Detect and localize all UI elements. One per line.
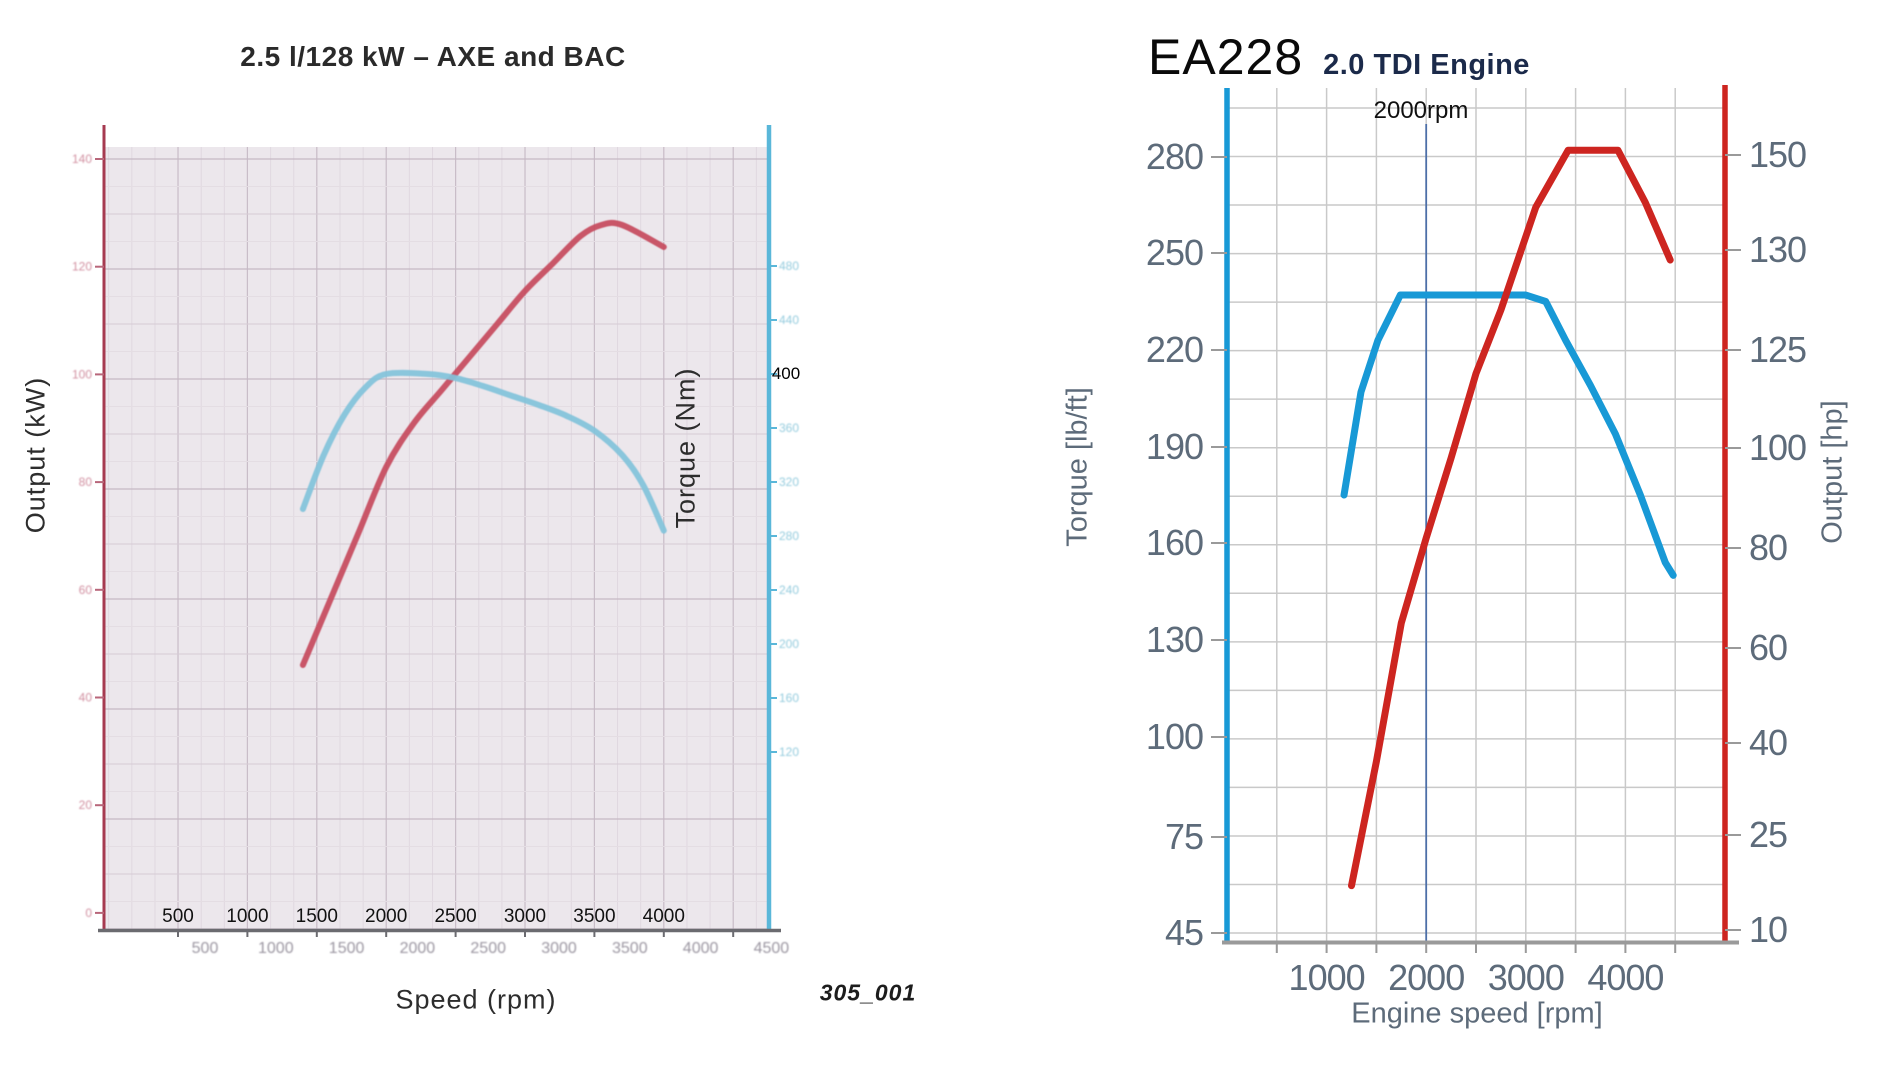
figure-code: 305_001	[819, 979, 917, 1006]
right-curve-torque	[1340, 291, 1677, 579]
right-curves	[1340, 146, 1677, 890]
right-tick-labels: 280 250 220 190 160 130 100 75 45 150 130 125 100 80 6…	[1146, 134, 1807, 998]
svg-text:40: 40	[1749, 722, 1787, 763]
right-chart-canvas: 280 250 220 190 160 130 100 75 45 150 130 125 100 80 6…	[1146, 85, 1807, 998]
svg-text:4000: 4000	[683, 940, 719, 957]
svg-text:3000: 3000	[541, 940, 577, 957]
left-x-axis-label-speed-rpm: Speed (rpm)	[395, 984, 557, 1015]
right-chart-title-main: EA228	[1148, 29, 1304, 85]
left-curves	[299, 219, 667, 668]
svg-text:4000: 4000	[1587, 957, 1663, 998]
svg-text:125: 125	[1749, 329, 1806, 370]
right-y-axis-label-torque-lbft: Torque [lb/ft]	[1061, 387, 1094, 547]
right-y-axis-label-output-hp: Output [hp]	[1816, 400, 1849, 544]
svg-text:3000: 3000	[1488, 957, 1564, 998]
right-axes	[1222, 85, 1739, 945]
svg-text:4000: 4000	[643, 906, 685, 927]
left-chart-figure: 1401201008060402004804403603202802402001…	[72, 125, 799, 957]
right-chart-figure: 280 250 220 190 160 130 100 75 45 150 130 125 100 80 6…	[1146, 85, 1807, 998]
svg-text:500: 500	[192, 940, 219, 957]
svg-text:120: 120	[72, 260, 92, 274]
svg-text:45: 45	[1165, 912, 1203, 953]
svg-text:130: 130	[1749, 229, 1806, 270]
left-chart-canvas: 1401201008060402004804403603202802402001…	[72, 125, 799, 957]
svg-text:2000: 2000	[400, 940, 436, 957]
svg-text:100: 100	[72, 367, 92, 381]
left-axes	[98, 125, 781, 933]
rpm-2000-annotation: 2000rpm	[1373, 97, 1469, 124]
left-nm-tick-labels: 480 440 360 320 280 240 200 160 120	[769, 259, 799, 759]
svg-text:1000: 1000	[1289, 957, 1365, 998]
svg-text:140: 140	[72, 152, 92, 166]
svg-text:130: 130	[1146, 619, 1203, 660]
left-grid	[103, 147, 769, 930]
svg-text:10: 10	[1749, 909, 1787, 950]
svg-text:480: 480	[779, 259, 799, 273]
svg-text:0: 0	[85, 906, 92, 920]
svg-text:150: 150	[1749, 134, 1806, 175]
svg-text:440: 440	[779, 313, 799, 327]
right-chart-title: EA228 2.0 TDI Engine	[1148, 28, 1530, 86]
svg-text:2000: 2000	[1388, 957, 1464, 998]
svg-text:20: 20	[79, 798, 93, 812]
svg-text:100: 100	[1749, 427, 1806, 468]
svg-text:1000: 1000	[258, 940, 294, 957]
svg-text:220: 220	[1146, 329, 1203, 370]
svg-text:80: 80	[1749, 527, 1787, 568]
left-chart-title: 2.5 l/128 kW – AXE and BAC	[240, 41, 626, 72]
svg-text:190: 190	[1146, 426, 1203, 467]
svg-text:2500: 2500	[434, 906, 476, 927]
right-curve-output-power	[1348, 146, 1674, 890]
svg-text:60: 60	[79, 583, 93, 597]
svg-text:1500: 1500	[296, 906, 338, 927]
svg-text:160: 160	[779, 691, 799, 705]
left-curve-output-power	[299, 219, 667, 668]
svg-text:75: 75	[1165, 816, 1203, 857]
svg-text:240: 240	[779, 583, 799, 597]
right-chart-title-sub: 2.0 TDI Engine	[1323, 49, 1530, 81]
left-y-axis-label-output-kw: Output (kW)	[20, 376, 51, 534]
svg-text:80: 80	[79, 475, 93, 489]
svg-text:280: 280	[779, 529, 799, 543]
svg-text:100: 100	[1146, 716, 1203, 757]
svg-text:3000: 3000	[504, 906, 546, 927]
left-kw-tick-labels: 140 120 100 80 60 40 20 0	[72, 152, 104, 920]
svg-text:280: 280	[1146, 136, 1203, 177]
svg-text:250: 250	[1146, 232, 1203, 273]
svg-text:40: 40	[79, 691, 93, 705]
svg-text:25: 25	[1749, 814, 1787, 855]
svg-text:500: 500	[162, 906, 194, 927]
svg-text:1000: 1000	[226, 906, 268, 927]
right-x-axis-label-engine-speed: Engine speed [rpm]	[1351, 997, 1603, 1030]
svg-text:3500: 3500	[612, 940, 648, 957]
svg-text:4500: 4500	[754, 940, 790, 957]
svg-text:60: 60	[1749, 627, 1787, 668]
svg-text:2000: 2000	[365, 906, 407, 927]
svg-text:200: 200	[779, 637, 799, 651]
left-y-axis-label-torque-nm: Torque (Nm)	[670, 367, 701, 529]
left-curve-torque	[299, 369, 667, 534]
svg-text:3500: 3500	[573, 906, 615, 927]
svg-text:160: 160	[1146, 522, 1203, 563]
svg-text:120: 120	[779, 745, 799, 759]
svg-text:360: 360	[779, 421, 799, 435]
svg-text:320: 320	[779, 475, 799, 489]
svg-text:1500: 1500	[329, 940, 365, 957]
torque-400-annotation: 400	[771, 364, 801, 383]
svg-text:2500: 2500	[470, 940, 506, 957]
